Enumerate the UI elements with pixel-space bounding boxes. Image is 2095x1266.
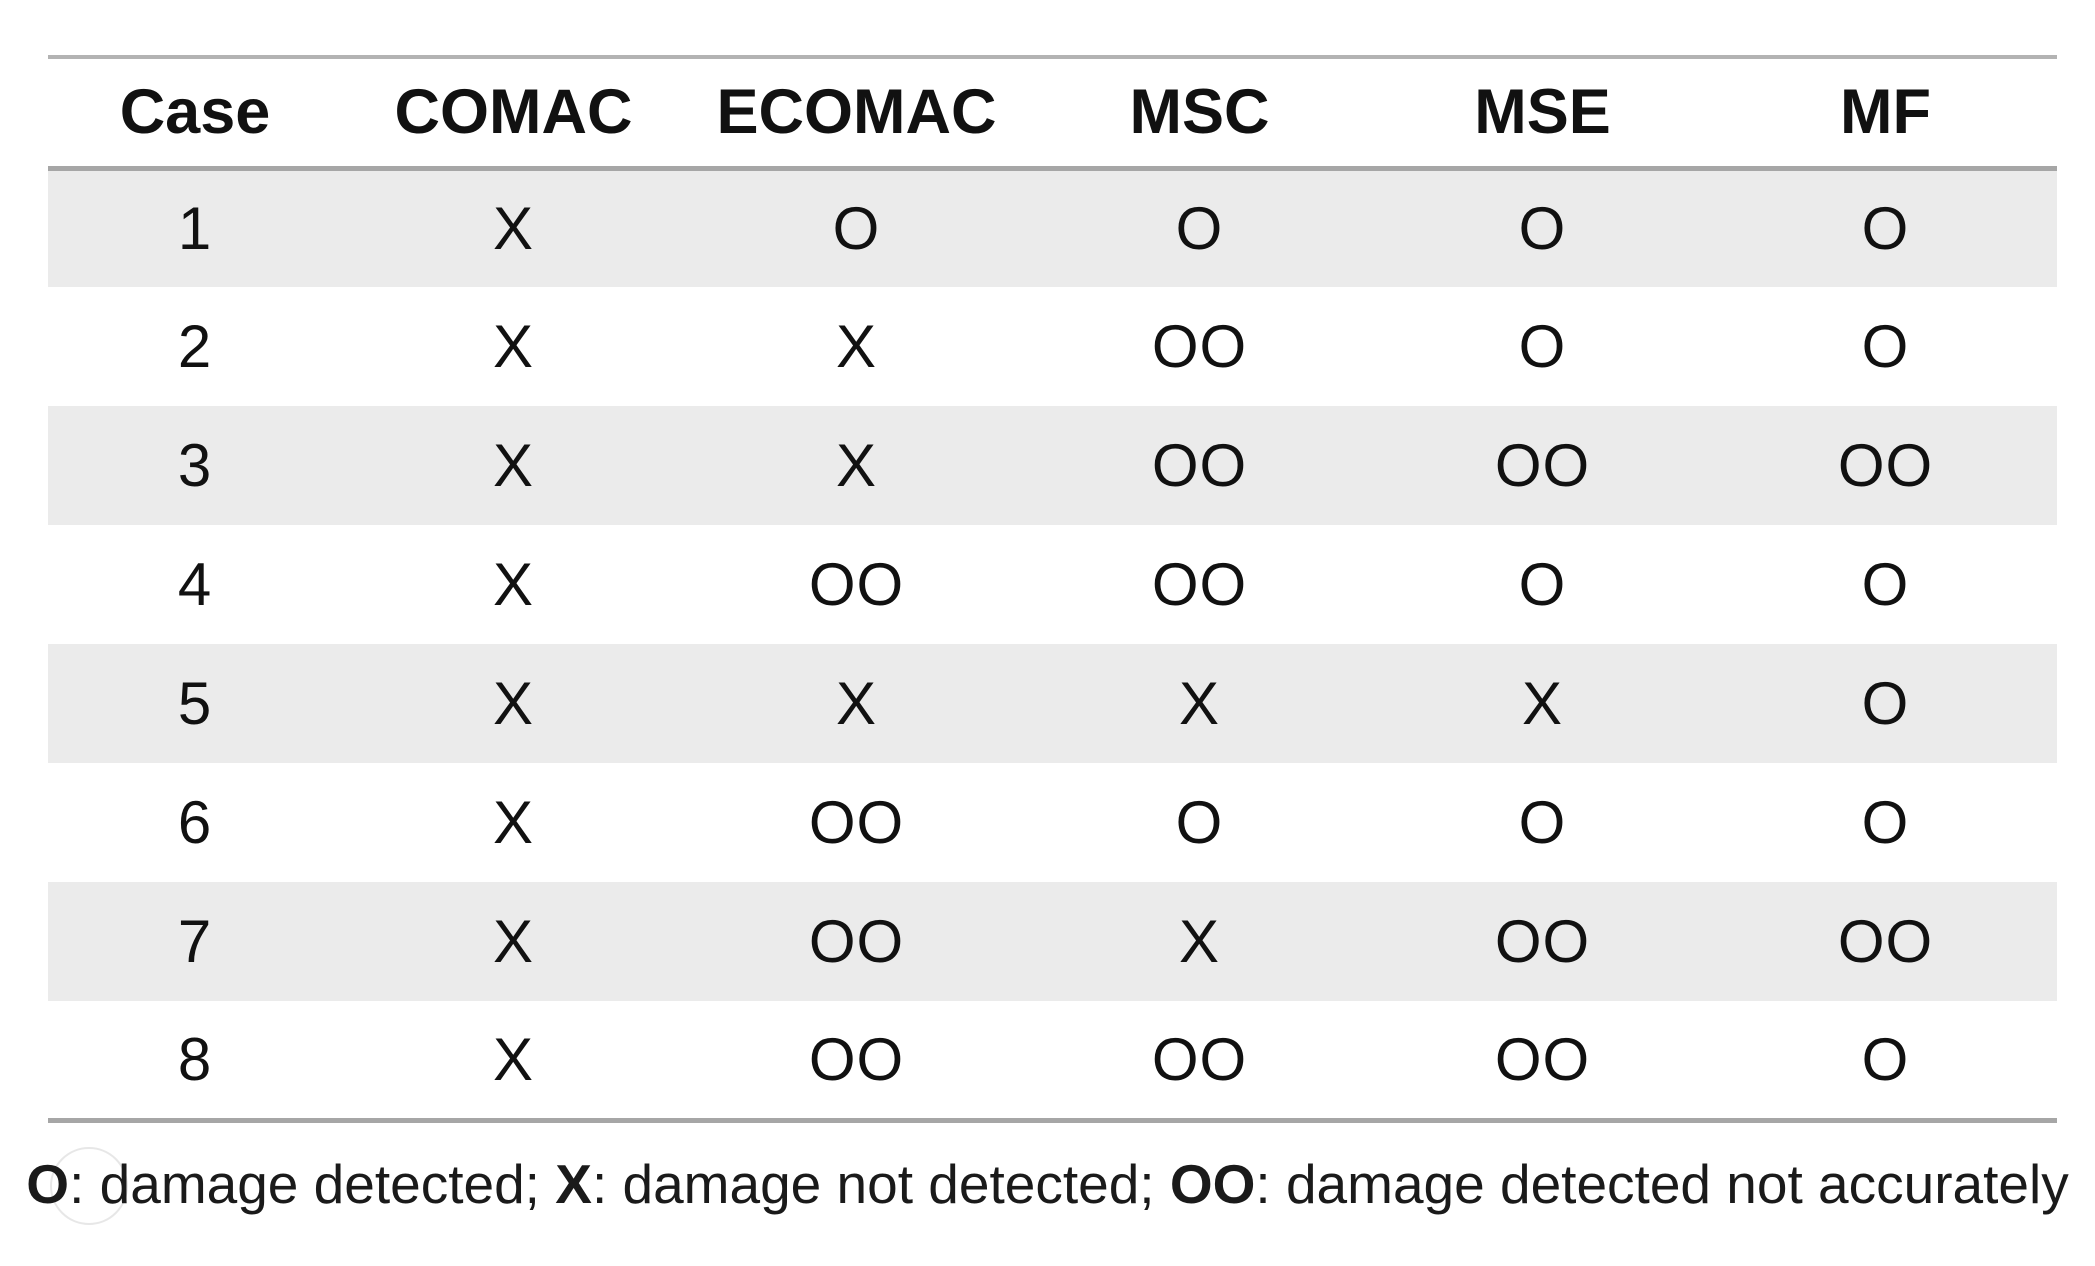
table-row: 2 X X OO O O [48,287,2057,406]
result-cell: O [1714,1001,2057,1123]
result-cell: O [1861,195,1910,263]
result-cell: OO [808,551,905,618]
result-cell: OO [1837,432,1934,499]
column-header-comac: COMAC [342,55,685,171]
result-cell: X [342,1001,685,1123]
column-header-msc: MSC [1028,55,1371,171]
legend-description: : damage detected not accurately [1255,1153,2069,1215]
result-cell: OO [1151,313,1248,380]
result-cell: O [1861,789,1910,856]
case-cell: 6 [177,789,213,856]
table-row: 5 X X X X O [48,644,2057,763]
case-cell: 2 [177,313,213,380]
result-cell: X [1178,908,1221,975]
legend-symbol: X [555,1153,592,1215]
result-cell: X [492,313,535,380]
result-cell: O [1518,789,1567,856]
results-table-wrap: Case COMAC ECOMAC MSC MSE MF 1 X O O O O 2 X X OO O O 3 X X… [48,55,2057,1123]
result-cell: X [835,670,878,737]
column-header-mf: MF [1714,55,2057,171]
result-cell: X [492,789,535,856]
result-cell: O [1518,195,1567,263]
result-cell: OO [808,789,905,856]
case-cell: 4 [177,551,213,618]
result-cell: X [835,432,878,499]
table-legend: O: damage detected; X: damage not detect… [0,1152,2095,1216]
column-header-case: Case [48,55,342,171]
legend-description: : damage detected; [69,1153,556,1215]
legend-text: O: damage detected; X: damage not detect… [26,1153,2068,1215]
table-row: 4 X OO OO O O [48,525,2057,644]
result-cell: OO [1494,908,1591,975]
header-row: Case COMAC ECOMAC MSC MSE MF [48,55,2057,171]
result-cell: O [832,195,881,263]
result-cell: X [492,195,535,263]
result-cell: O [1518,313,1567,380]
result-cell: X [492,908,535,975]
result-cell: O [1518,551,1567,618]
results-table: Case COMAC ECOMAC MSC MSE MF 1 X O O O O 2 X X OO O O 3 X X… [48,55,2057,1123]
result-cell: X [492,670,535,737]
result-cell: OO [1837,908,1934,975]
result-cell: OO [1494,432,1591,499]
faint-circle-artifact [50,1147,128,1225]
result-cell: OO [1028,1001,1371,1123]
case-cell: 1 [177,195,213,263]
result-cell: X [492,432,535,499]
case-cell: 8 [48,1001,342,1123]
table-row: 6 X OO O O O [48,763,2057,882]
legend-symbol: OO [1169,1153,1256,1215]
result-cell: OO [1371,1001,1714,1123]
table-row: 3 X X OO OO OO [48,406,2057,525]
column-header-ecomac: ECOMAC [685,55,1028,171]
case-cell: 3 [177,432,213,499]
table-body: 1 X O O O O 2 X X OO O O 3 X X OO OO OO 4 X OO OO O O 5 X X X X O 6 X OO… [48,168,2057,1123]
result-cell: X [492,551,535,618]
result-cell: OO [685,1001,1028,1123]
result-cell: OO [1151,551,1248,618]
result-cell: X [1521,670,1564,737]
result-cell: O [1861,670,1910,737]
result-cell: X [835,313,878,380]
legend-description: : damage not detected; [591,1153,1170,1215]
result-cell: O [1175,789,1224,856]
table-row: 8 X OO OO OO O [48,1001,2057,1123]
table-row: 7 X OO X OO OO [48,882,2057,1001]
legend-symbol: O [26,1153,70,1215]
result-cell: OO [1151,432,1248,499]
result-cell: O [1861,551,1910,618]
result-cell: OO [808,908,905,975]
table-row: 1 X O O O O [48,168,2057,287]
case-cell: 7 [177,908,213,975]
column-header-mse: MSE [1371,55,1714,171]
result-cell: X [1178,670,1221,737]
result-cell: O [1175,195,1224,263]
result-cell: O [1861,313,1910,380]
case-cell: 5 [177,670,213,737]
